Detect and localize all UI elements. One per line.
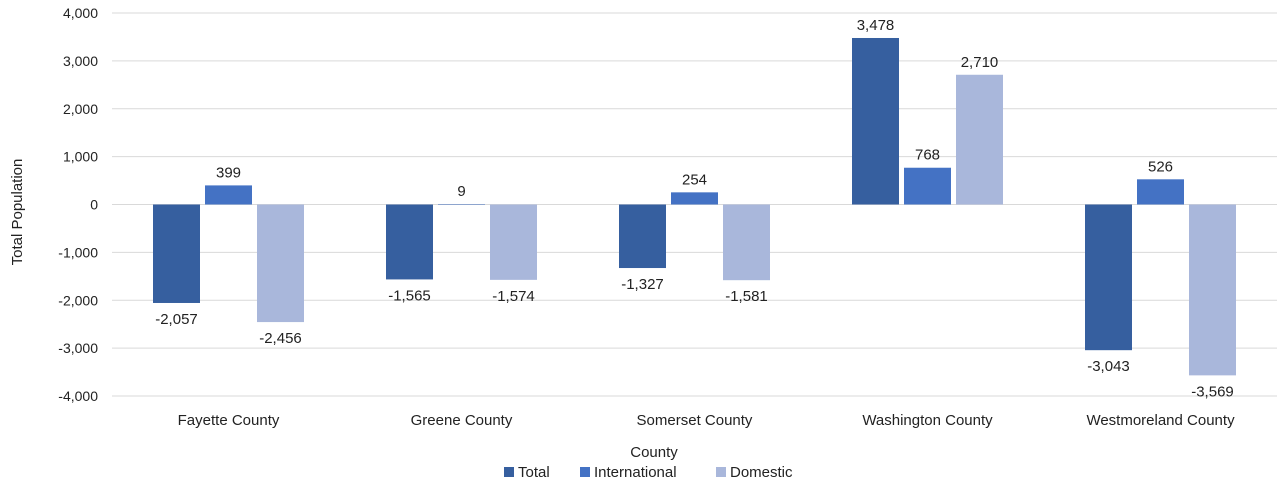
bar bbox=[904, 167, 951, 205]
y-tick-label: 1,000 bbox=[63, 149, 98, 165]
data-label: -3,043 bbox=[1087, 358, 1130, 375]
y-tick-label: -2,000 bbox=[58, 292, 98, 308]
data-label: 254 bbox=[682, 171, 707, 188]
data-label: -2,456 bbox=[259, 330, 302, 347]
y-tick-label: 3,000 bbox=[63, 53, 98, 69]
data-label: -1,327 bbox=[621, 276, 664, 293]
bar bbox=[1085, 204, 1132, 351]
y-tick-label: 2,000 bbox=[63, 101, 98, 117]
bar bbox=[1189, 204, 1236, 376]
bar bbox=[671, 192, 718, 205]
bar bbox=[386, 204, 433, 280]
legend-label: International bbox=[594, 464, 677, 481]
bar bbox=[723, 204, 770, 281]
legend: Total International Domestic bbox=[504, 464, 793, 481]
legend-label: Total bbox=[518, 464, 550, 481]
data-label: -1,565 bbox=[388, 287, 431, 304]
legend-label: Domestic bbox=[730, 464, 793, 481]
data-label: 768 bbox=[915, 147, 940, 164]
data-labels: -2,057 399 -2,456 -1,565 9 -1,574 -1,327 254 -1,… bbox=[155, 17, 1234, 400]
category-label: Washington County bbox=[862, 412, 993, 429]
bars bbox=[153, 37, 1236, 376]
bar bbox=[619, 204, 666, 269]
y-tick-label: 0 bbox=[90, 197, 98, 213]
category-label: Somerset County bbox=[637, 412, 753, 429]
category-label: Westmoreland County bbox=[1086, 412, 1235, 429]
data-label: 526 bbox=[1148, 158, 1173, 175]
bar bbox=[490, 204, 537, 280]
y-tick-label: -1,000 bbox=[58, 244, 98, 260]
data-label: -3,569 bbox=[1191, 383, 1234, 400]
bar bbox=[438, 204, 485, 205]
data-label: 2,710 bbox=[961, 54, 999, 71]
y-axis-title: Total Population bbox=[9, 159, 26, 266]
y-tick-label: -4,000 bbox=[58, 388, 98, 404]
bar bbox=[257, 204, 304, 323]
legend-swatch bbox=[504, 467, 514, 477]
x-axis-title: County bbox=[630, 444, 678, 461]
bar bbox=[205, 185, 252, 205]
y-axis-ticks: 4,000 3,000 2,000 1,000 0 -1,000 -2,000 -3,000 -… bbox=[58, 5, 98, 404]
data-label: -2,057 bbox=[155, 311, 198, 328]
data-label: -1,574 bbox=[492, 288, 535, 305]
legend-swatch bbox=[580, 467, 590, 477]
data-label: 9 bbox=[457, 183, 465, 200]
data-label: 3,478 bbox=[857, 17, 895, 34]
data-label: -1,581 bbox=[725, 288, 768, 305]
x-axis-categories: Fayette County Greene County Somerset Coun… bbox=[178, 412, 1235, 429]
data-label: 399 bbox=[216, 164, 241, 181]
bar bbox=[1137, 179, 1184, 205]
legend-swatch bbox=[716, 467, 726, 477]
category-label: Greene County bbox=[411, 412, 513, 429]
category-label: Fayette County bbox=[178, 412, 280, 429]
y-tick-label: -3,000 bbox=[58, 340, 98, 356]
bar bbox=[153, 204, 200, 303]
y-tick-label: 4,000 bbox=[63, 5, 98, 21]
bar bbox=[956, 74, 1003, 205]
bar bbox=[852, 37, 899, 205]
